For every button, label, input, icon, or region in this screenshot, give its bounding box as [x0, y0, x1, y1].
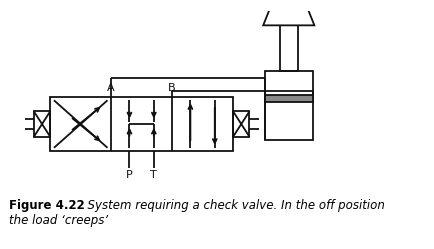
Text: the load ‘creeps’: the load ‘creeps’: [9, 214, 108, 227]
Text: A: A: [107, 83, 115, 93]
Text: System requiring a check valve. In the off position: System requiring a check valve. In the o…: [80, 199, 385, 212]
Bar: [233, 111, 250, 137]
Text: T: T: [151, 170, 157, 180]
Bar: [265, 71, 312, 140]
Polygon shape: [263, 0, 314, 25]
Bar: [280, 25, 298, 71]
Bar: [265, 95, 312, 102]
Bar: [50, 97, 233, 151]
Text: B: B: [168, 83, 176, 93]
Text: Figure 4.22: Figure 4.22: [9, 199, 85, 212]
Text: P: P: [126, 170, 133, 180]
Bar: [34, 111, 50, 137]
